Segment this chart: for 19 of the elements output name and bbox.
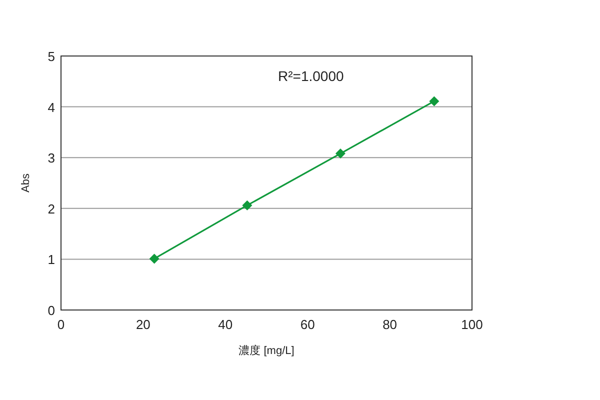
x-tick-label: 100 bbox=[461, 317, 483, 332]
x-axis-title: 濃度 [mg/L] bbox=[238, 344, 294, 357]
y-tick-label: 3 bbox=[48, 150, 55, 166]
x-tick-label: 20 bbox=[136, 317, 150, 332]
point bbox=[429, 96, 440, 106]
y-tick-label: 5 bbox=[48, 49, 55, 64]
point bbox=[242, 200, 252, 210]
y-tick-label: 0 bbox=[48, 303, 55, 318]
x-tick-label: 80 bbox=[382, 317, 398, 332]
x-tick-label: 60 bbox=[300, 317, 315, 332]
x-tick-label: 0 bbox=[57, 317, 65, 332]
point bbox=[149, 254, 160, 264]
y-axis-title: Abs bbox=[20, 173, 32, 192]
y-tick-label: 1 bbox=[48, 252, 55, 268]
y-tick-label: 4 bbox=[48, 100, 55, 115]
y-tick-label: 2 bbox=[48, 201, 55, 216]
point bbox=[335, 148, 346, 159]
annotation: R²=1.0000 bbox=[278, 68, 344, 84]
x-tick-label: 40 bbox=[218, 317, 233, 332]
